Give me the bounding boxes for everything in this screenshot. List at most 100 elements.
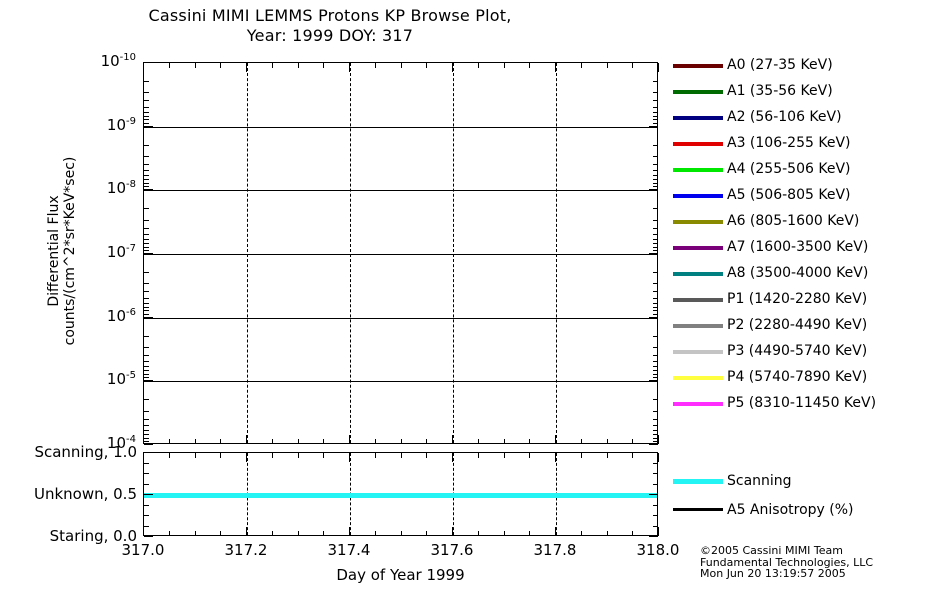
- y-minor-tick: [653, 307, 658, 308]
- legend-label-a6: A6 (805-1600 KeV): [727, 213, 860, 229]
- mode-y-major-tick: [144, 536, 153, 537]
- y-minor-tick: [144, 425, 149, 426]
- y-minor-tick: [144, 419, 149, 420]
- legend-row-p2[interactable]: P2 (2280-4490 KeV): [665, 315, 950, 337]
- legend-row-a4[interactable]: A4 (255-506 KeV): [665, 159, 950, 181]
- y-minor-tick: [144, 170, 149, 171]
- mode-plot-area: [143, 452, 658, 536]
- x-minor-tick: [323, 63, 324, 68]
- y-tick-label--7: 10-7: [106, 243, 136, 261]
- y-minor-tick: [144, 156, 149, 157]
- legend-label-a2: A2 (56-106 KeV): [727, 109, 842, 125]
- x-major-tick: [349, 63, 350, 72]
- x-minor-tick: [220, 439, 221, 444]
- y-minor-tick: [144, 228, 149, 229]
- x-minor-tick: [220, 453, 221, 458]
- x-minor-tick: [169, 439, 170, 444]
- x-minor-tick: [401, 439, 402, 444]
- y-minor-tick: [144, 220, 149, 221]
- y-tick-label--8: 10-8: [106, 179, 136, 197]
- y-minor-tick: [144, 374, 149, 375]
- legend-row-a6[interactable]: A6 (805-1600 KeV): [665, 211, 950, 233]
- y-minor-tick: [144, 336, 149, 337]
- legend-swatch-p1: [673, 298, 723, 302]
- mode-y-minor-tick: [653, 484, 658, 485]
- y-major-tick: [144, 253, 153, 254]
- legend-row-a0[interactable]: A0 (27-35 KeV): [665, 55, 950, 77]
- legend-row-scanning[interactable]: Scanning: [665, 470, 950, 494]
- x-minor-tick: [323, 439, 324, 444]
- y-minor-tick: [653, 399, 658, 400]
- y-major-tick: [649, 444, 658, 445]
- x-major-tick: [349, 453, 350, 462]
- legend-row-a5[interactable]: A5 (506-805 KeV): [665, 185, 950, 207]
- y-minor-tick: [653, 411, 658, 412]
- legend-swatch-a7: [673, 246, 723, 250]
- y-minor-tick: [144, 116, 149, 117]
- legend-swatch-scanning: [673, 479, 723, 484]
- x-tick-label-317-0: 317.0: [121, 541, 165, 559]
- y-minor-tick: [144, 399, 149, 400]
- legend-label-a4: A4 (255-506 KeV): [727, 161, 851, 177]
- mode-y-major-tick: [649, 452, 658, 453]
- y-minor-tick: [653, 186, 658, 187]
- x-minor-tick: [220, 531, 221, 536]
- legend-swatch-a6: [673, 220, 723, 224]
- x-minor-tick: [323, 531, 324, 536]
- y-minor-tick: [144, 234, 149, 235]
- y-minor-tick: [653, 156, 658, 157]
- y-minor-tick: [144, 107, 149, 108]
- x-minor-tick: [195, 439, 196, 444]
- legend-swatch-a4: [673, 168, 723, 172]
- y-major-tick: [649, 126, 658, 127]
- y-minor-tick: [653, 419, 658, 420]
- y-tick-label--10: 10-10: [100, 52, 136, 70]
- y-minor-tick: [144, 430, 149, 431]
- legend-row-a5-anisotropy[interactable]: A5 Anisotropy (%): [665, 499, 950, 523]
- mode-y-minor-tick: [653, 515, 658, 516]
- legend-row-a3[interactable]: A3 (106-255 KeV): [665, 133, 950, 155]
- legend-label-a7: A7 (1600-3500 KeV): [727, 239, 869, 255]
- y-minor-tick: [144, 81, 149, 82]
- legend-swatch-p5: [673, 402, 723, 406]
- y-minor-tick: [144, 366, 149, 367]
- y-minor-tick: [144, 355, 149, 356]
- legend-row-p4[interactable]: P4 (5740-7890 KeV): [665, 367, 950, 389]
- y-minor-tick: [653, 283, 658, 284]
- mode-y-minor-tick: [144, 526, 149, 527]
- legend-row-a7[interactable]: A7 (1600-3500 KeV): [665, 237, 950, 259]
- mode-y-minor-tick: [144, 463, 149, 464]
- x-minor-tick: [195, 531, 196, 536]
- flux-hgrid-line: [144, 254, 657, 255]
- mode-axis-label-staring: Staring, 0.0: [49, 527, 137, 545]
- y-minor-tick: [653, 310, 658, 311]
- y-minor-tick: [144, 247, 149, 248]
- legend-label-p2: P2 (2280-4490 KeV): [727, 317, 868, 333]
- legend-row-p5[interactable]: P5 (8310-11450 KeV): [665, 393, 950, 415]
- legend-label-a8: A8 (3500-4000 KeV): [727, 265, 869, 281]
- legend-swatch-p4: [673, 376, 723, 380]
- legend-row-a2[interactable]: A2 (56-106 KeV): [665, 107, 950, 129]
- mode-y-minor-tick: [144, 515, 149, 516]
- y-minor-tick: [653, 438, 658, 439]
- legend-swatch-a2: [673, 116, 723, 120]
- legend-row-a8[interactable]: A8 (3500-4000 KeV): [665, 263, 950, 285]
- x-tick-label-318-0: 318.0: [636, 541, 680, 559]
- legend-row-a1[interactable]: A1 (35-56 KeV): [665, 81, 950, 103]
- x-major-tick: [246, 63, 247, 72]
- y-minor-tick: [653, 234, 658, 235]
- x-tick-label-317-4: 317.4: [327, 541, 371, 559]
- y-minor-tick: [144, 112, 149, 113]
- x-major-tick: [246, 453, 247, 462]
- y-minor-tick: [653, 291, 658, 292]
- legend-row-p3[interactable]: P3 (4490-5740 KeV): [665, 341, 950, 363]
- y-minor-tick: [144, 186, 149, 187]
- y-minor-tick: [653, 175, 658, 176]
- x-minor-tick: [375, 453, 376, 458]
- x-minor-tick: [272, 453, 273, 458]
- x-minor-tick: [504, 453, 505, 458]
- flux-vgrid-line: [350, 63, 351, 443]
- x-minor-tick: [375, 439, 376, 444]
- y-minor-tick: [144, 243, 149, 244]
- legend-row-p1[interactable]: P1 (1420-2280 KeV): [665, 289, 950, 311]
